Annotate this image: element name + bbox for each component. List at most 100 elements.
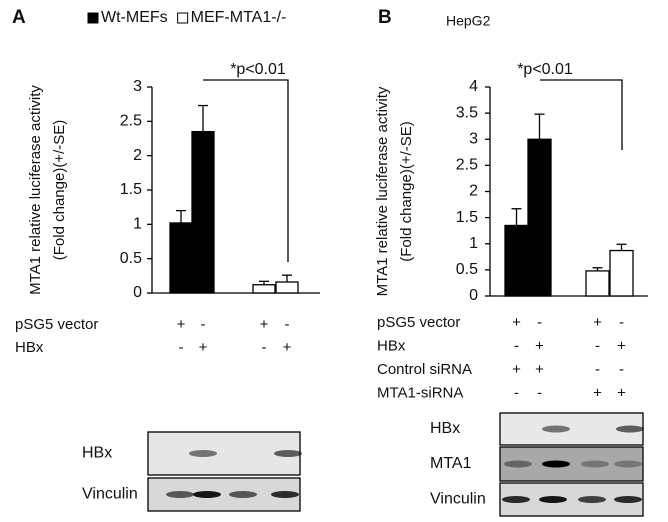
- condition-sign: -: [595, 361, 600, 378]
- y-tick-label: 1: [469, 235, 478, 252]
- error-bar: [511, 208, 522, 226]
- y-tick-label: 2.5: [120, 113, 142, 130]
- condition-sign: +: [617, 337, 626, 354]
- blot-band: [616, 425, 644, 433]
- blot-band: [542, 425, 570, 433]
- condition-sign: +: [617, 384, 626, 401]
- y-tick-label: 2.5: [456, 157, 478, 174]
- blot-band: [578, 496, 606, 503]
- y-tick-label: 0.5: [456, 261, 478, 278]
- significance-bracket: [203, 79, 289, 262]
- condition-label: MTA1-siRNA: [377, 384, 463, 401]
- condition-sign: -: [201, 316, 206, 333]
- condition-label: HBx: [377, 337, 406, 354]
- blot-label: HBx: [82, 445, 112, 462]
- condition-sign: +: [593, 384, 602, 401]
- y-axis-label: (Fold change)(+/-SE): [51, 120, 68, 260]
- condition-sign: +: [593, 314, 602, 331]
- y-axis-label: MTA1 relative luciferase activity: [374, 86, 391, 296]
- blot-band: [504, 460, 532, 468]
- condition-sign: +: [260, 316, 269, 333]
- condition-sign: +: [177, 316, 186, 333]
- legend-swatch: [87, 12, 99, 24]
- blot-label: Vinculin: [82, 486, 138, 503]
- bar: [252, 284, 276, 294]
- blot-band: [614, 460, 642, 468]
- error-bar: [282, 274, 292, 283]
- blot-band: [502, 496, 530, 503]
- chart-title: HepG2: [446, 13, 491, 29]
- bar: [609, 249, 634, 297]
- condition-sign: +: [535, 337, 544, 354]
- bar: [169, 222, 193, 294]
- bar: [527, 138, 552, 297]
- condition-sign: -: [619, 314, 624, 331]
- error-bar: [198, 104, 208, 132]
- blot-band: [193, 491, 221, 498]
- condition-sign: +: [283, 339, 292, 356]
- condition-sign: +: [512, 314, 521, 331]
- blot-band: [539, 496, 567, 503]
- condition-sign: -: [595, 337, 600, 354]
- condition-sign: +: [535, 361, 544, 378]
- blot-band: [581, 460, 609, 468]
- panel-label: A: [12, 7, 26, 28]
- y-tick-label: 2: [469, 183, 478, 200]
- blot-band: [542, 460, 570, 468]
- blot-band: [274, 450, 302, 457]
- blot-band: [271, 491, 299, 498]
- condition-label: pSG5 vector: [15, 316, 98, 333]
- annotation: *p<0.01: [230, 61, 286, 78]
- condition-sign: -: [514, 384, 519, 401]
- condition-sign: +: [199, 339, 208, 356]
- bar: [191, 130, 215, 294]
- y-axis-label: MTA1 relative luciferase activity: [27, 85, 44, 295]
- legend-label: MEF-MTA1-/-: [191, 9, 287, 26]
- condition-label: pSG5 vector: [377, 314, 460, 331]
- condition-sign: -: [537, 384, 542, 401]
- y-tick-label: 2: [133, 147, 142, 164]
- annotation: *p<0.01: [517, 61, 573, 78]
- condition-sign: -: [619, 361, 624, 378]
- y-tick-label: 0: [133, 284, 142, 301]
- error-bar: [592, 267, 603, 271]
- error-bar: [259, 280, 269, 285]
- bar: [504, 224, 529, 297]
- blot-label: Vinculin: [430, 491, 486, 508]
- condition-sign: -: [179, 339, 184, 356]
- panel-label: B: [378, 7, 392, 28]
- blot-image: [499, 446, 644, 482]
- y-tick-label: 1.5: [120, 181, 142, 198]
- blot-band: [189, 450, 217, 457]
- y-tick-label: 1: [133, 216, 142, 233]
- error-bar: [534, 113, 545, 140]
- blot-band: [166, 491, 194, 498]
- y-axis-label: (Fold change)(+/-SE): [398, 121, 415, 261]
- condition-sign: +: [512, 361, 521, 378]
- error-bar: [616, 243, 627, 251]
- blot-label: HBx: [430, 420, 460, 437]
- bar: [585, 270, 610, 297]
- condition-sign: -: [514, 337, 519, 354]
- condition-sign: -: [537, 314, 542, 331]
- blot-band: [614, 496, 642, 503]
- y-tick-label: 3: [469, 130, 478, 147]
- error-bar: [176, 209, 186, 223]
- blot-label: MTA1: [430, 455, 472, 472]
- legend-label: Wt-MEFs: [101, 9, 168, 26]
- bar: [275, 281, 299, 294]
- condition-sign: -: [262, 339, 267, 356]
- y-tick-label: 4: [469, 78, 478, 95]
- legend-swatch: [177, 12, 189, 24]
- condition-label: Control siRNA: [377, 361, 472, 378]
- condition-label: HBx: [15, 339, 44, 356]
- significance-bracket: [540, 79, 623, 150]
- y-tick-label: 1.5: [456, 209, 478, 226]
- y-tick-label: 3: [133, 78, 142, 95]
- y-tick-label: 0: [469, 287, 478, 304]
- blot-band: [229, 491, 257, 498]
- y-tick-label: 0.5: [120, 250, 142, 267]
- y-tick-label: 3.5: [456, 104, 478, 121]
- condition-sign: -: [285, 316, 290, 333]
